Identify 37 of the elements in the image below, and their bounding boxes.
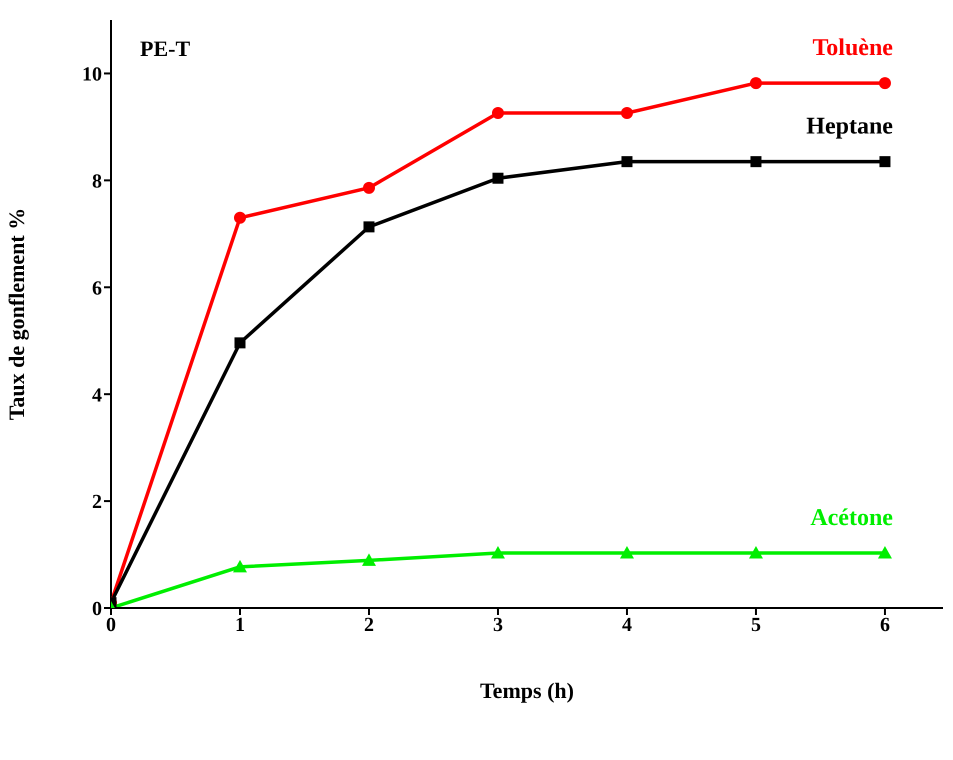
point <box>878 77 891 90</box>
x-axis-title: Temps (h) <box>480 678 574 703</box>
point <box>234 212 246 224</box>
series-label: Heptane <box>806 114 894 140</box>
point <box>620 107 633 120</box>
point <box>490 546 505 558</box>
point <box>232 560 247 572</box>
y-tick-label: 4 <box>92 384 102 406</box>
x-tick-label: 4 <box>622 614 632 636</box>
y-tick-label: 0 <box>92 598 102 620</box>
y-axis-title: Taux de gonflement % <box>4 208 29 420</box>
point <box>363 221 374 232</box>
point <box>362 182 375 194</box>
point <box>879 156 890 168</box>
point <box>750 156 762 168</box>
x-tick-label: 0 <box>106 614 116 636</box>
point <box>748 546 763 558</box>
point <box>492 107 504 120</box>
x-tick-label: 2 <box>364 614 374 636</box>
x-tick-label: 6 <box>880 614 890 636</box>
point <box>620 546 634 558</box>
series-label: Acétone <box>810 504 894 531</box>
point <box>492 172 504 184</box>
y-tick-label: 8 <box>92 170 102 192</box>
point <box>750 77 762 90</box>
point <box>234 337 246 348</box>
x-tick-label: 3 <box>492 614 503 636</box>
point <box>878 546 892 558</box>
y-tick-label: 10 <box>82 64 102 86</box>
y-tick-label: 6 <box>92 277 102 300</box>
x-tick-label: 1 <box>234 614 245 636</box>
text: PE-T <box>140 36 190 62</box>
y-tick-label: 2 <box>92 491 102 514</box>
point <box>621 156 632 168</box>
point <box>362 553 376 566</box>
x-tick-label: 5 <box>750 614 761 636</box>
series-label: Toluène <box>812 35 894 62</box>
